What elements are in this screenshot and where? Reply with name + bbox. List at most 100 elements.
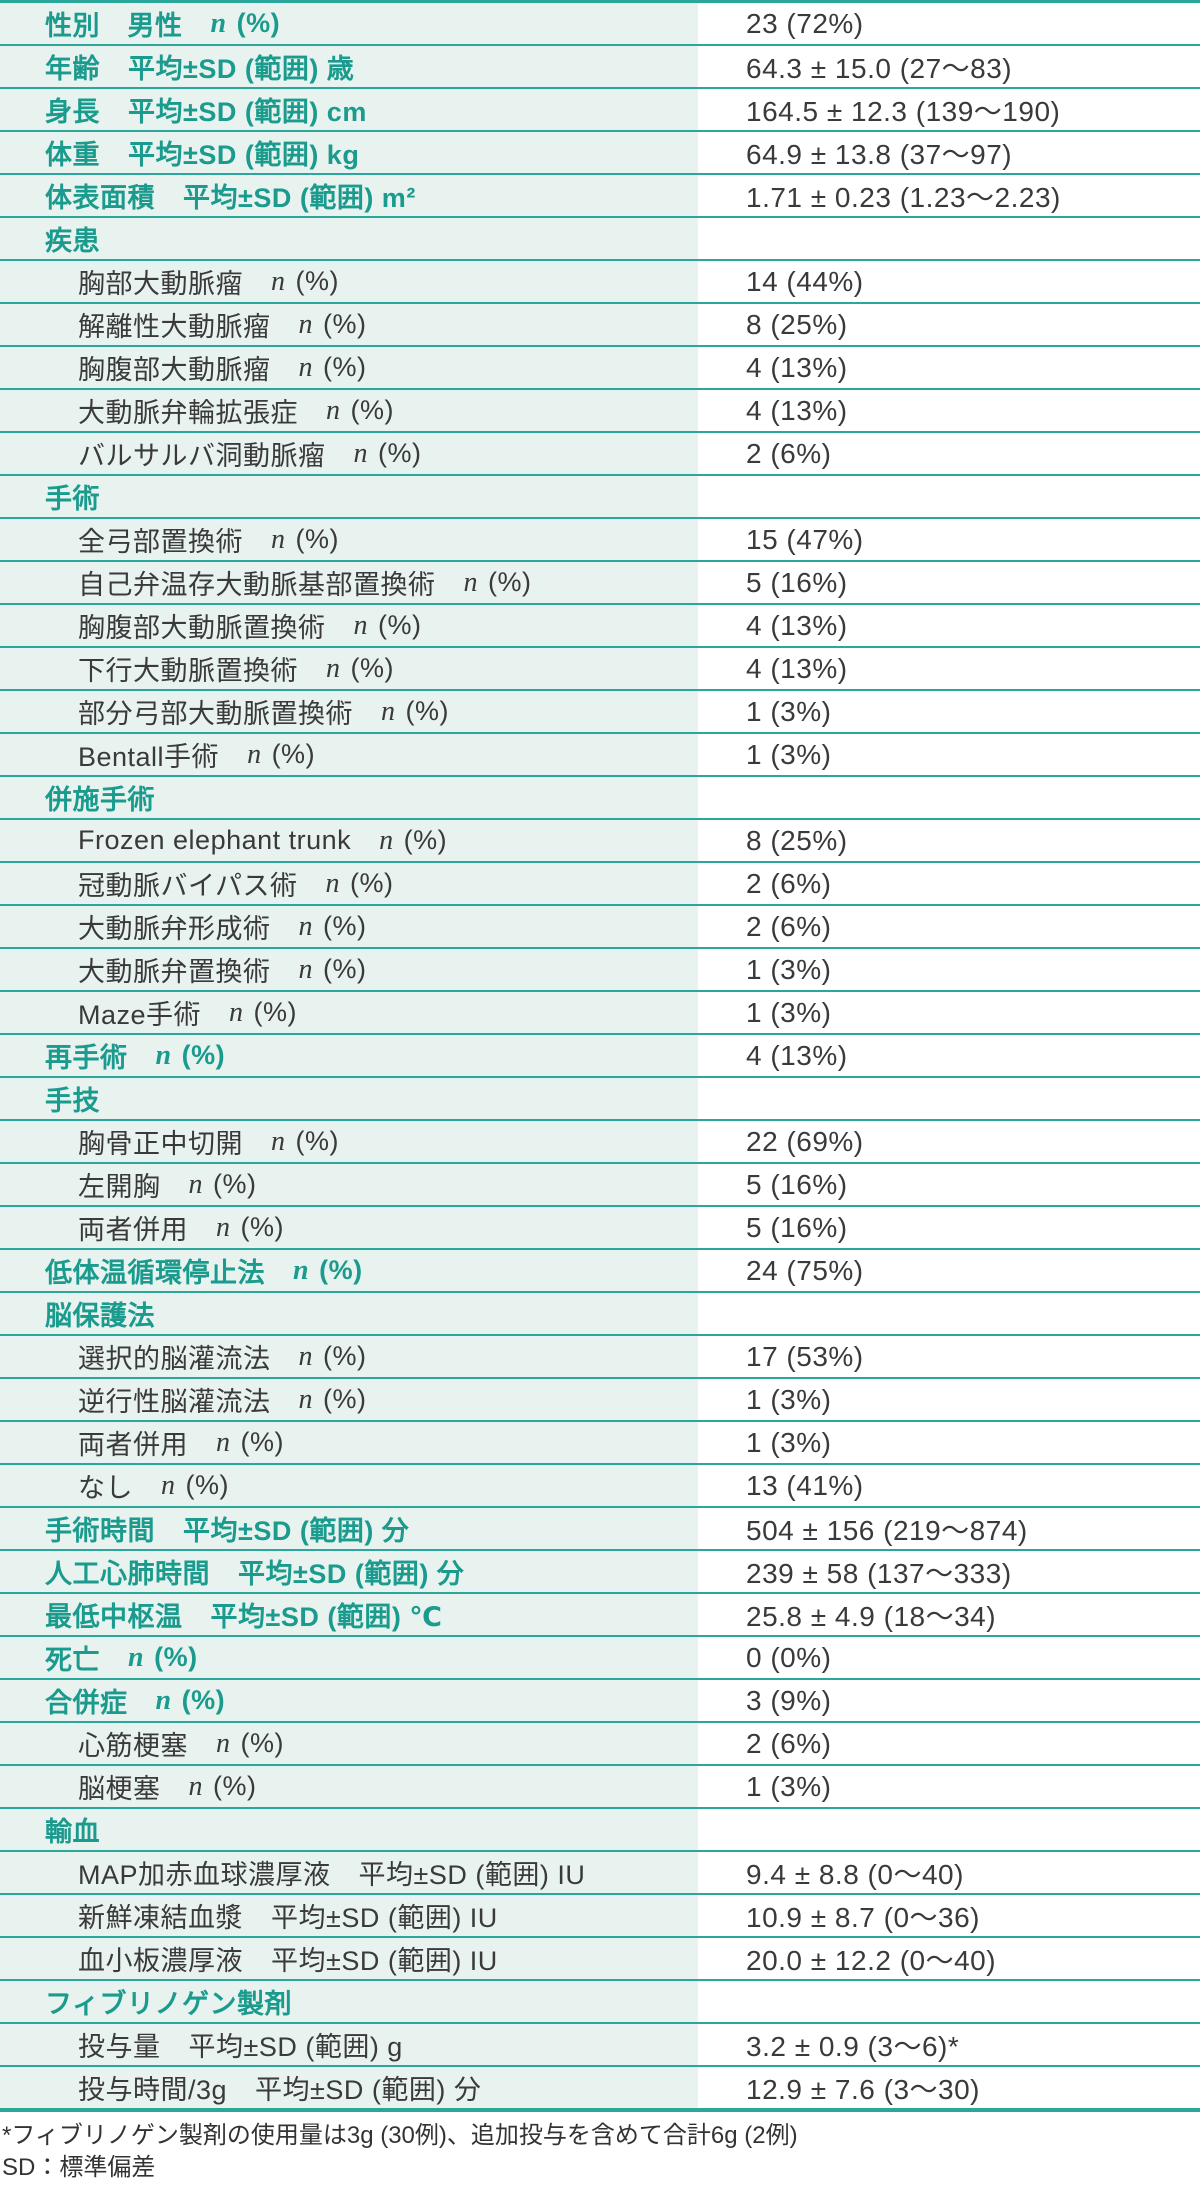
row-measure: n (%) xyxy=(188,1168,257,1200)
row-label-cell: 再手術 n (%) xyxy=(0,1035,698,1076)
row-label-cell: 死亡 n (%) xyxy=(0,1637,698,1678)
table-row: Maze手術 n (%) 1 (3%) xyxy=(0,992,1200,1035)
row-value: 4 (13%) xyxy=(698,648,1200,689)
row-label-cell: 両者併用 n (%) xyxy=(0,1207,698,1248)
row-label-cell: 胸骨正中切開 n (%) xyxy=(0,1121,698,1162)
table-row: 大動脈弁形成術 n (%) 2 (6%) xyxy=(0,906,1200,949)
row-label: 投与時間/3g xyxy=(78,2075,228,2105)
row-label-cell: 年齢 平均±SD (範囲) 歳 xyxy=(0,46,698,87)
table-row: 大動脈弁輪拡張症 n (%) 4 (13%) xyxy=(0,390,1200,433)
row-value xyxy=(698,476,1200,517)
row-label: 大動脈弁輪拡張症 xyxy=(78,398,298,428)
row-label-cell: 解離性大動脈瘤 n (%) xyxy=(0,304,698,345)
row-value: 4 (13%) xyxy=(698,347,1200,388)
row-value xyxy=(698,1078,1200,1119)
row-measure: n (%) xyxy=(271,265,339,297)
row-label: 性別 男性 xyxy=(45,11,183,41)
row-value xyxy=(698,218,1200,259)
row-measure: n (%) xyxy=(381,695,449,727)
row-label: 両者併用 xyxy=(78,1215,188,1245)
row-label-cell: 身長 平均±SD (範囲) cm xyxy=(0,89,698,130)
row-label-cell: 部分弓部大動脈置換術 n (%) xyxy=(0,691,698,732)
table-row: 脳梗塞 n (%) 1 (3%) xyxy=(0,1766,1200,1809)
row-label: 下行大動脈置換術 xyxy=(78,656,298,686)
row-measure: n (%) xyxy=(298,1383,367,1415)
row-measure: n (%) xyxy=(161,1469,229,1501)
row-value: 1 (3%) xyxy=(698,1766,1200,1807)
row-label: 投与量 xyxy=(78,2032,161,2062)
row-label-cell: 低体温循環停止法 n (%) xyxy=(0,1250,698,1291)
table-row: 胸腹部大動脈置換術 n (%) 4 (13%) xyxy=(0,605,1200,648)
row-label: MAP加赤血球濃厚液 xyxy=(78,1860,331,1890)
row-measure: n (%) xyxy=(271,1125,339,1157)
row-measure: n (%) xyxy=(298,351,367,383)
table-row: 逆行性脳灌流法 n (%) 1 (3%) xyxy=(0,1379,1200,1422)
row-measure: 平均±SD (範囲) IU xyxy=(271,1903,498,1933)
patient-characteristics-table: 性別 男性 n (%) 23 (72%) 年齢 平均±SD (範囲) 歳 64.… xyxy=(0,0,1200,2112)
row-value xyxy=(698,1981,1200,2022)
table-row: Frozen elephant trunk n (%) 8 (25%) xyxy=(0,820,1200,863)
row-value: 17 (53%) xyxy=(698,1336,1200,1377)
table-row: 合併症 n (%) 3 (9%) xyxy=(0,1680,1200,1723)
row-measure: n (%) xyxy=(216,1727,284,1759)
row-label-cell: 全弓部置換術 n (%) xyxy=(0,519,698,560)
table-row: 人工心肺時間 平均±SD (範囲) 分 239 ± 58 (137〜333) xyxy=(0,1551,1200,1594)
row-label: 併施手術 xyxy=(45,785,155,815)
table-footnotes: *フィブリノゲン製剤の使用量は3g (30例)、追加投与を含めて合計6g (2例… xyxy=(0,2112,1200,2184)
footnote-sd: SD：標準偏差 xyxy=(2,2154,156,2181)
row-label: 大動脈弁形成術 xyxy=(78,914,271,944)
row-measure: n (%) xyxy=(155,1039,226,1071)
row-label-cell: 脳保護法 xyxy=(0,1293,698,1334)
row-label: 血小板濃厚液 xyxy=(78,1946,243,1976)
row-measure: 平均±SD (範囲) kg xyxy=(128,140,360,170)
row-value: 2 (6%) xyxy=(698,863,1200,904)
table-row: 新鮮凍結血漿 平均±SD (範囲) IU 10.9 ± 8.7 (0〜36) xyxy=(0,1895,1200,1938)
row-value: 23 (72%) xyxy=(698,3,1200,44)
row-label: 胸骨正中切開 xyxy=(78,1129,243,1159)
row-label-cell: 合併症 n (%) xyxy=(0,1680,698,1721)
table-row: 脳保護法 xyxy=(0,1293,1200,1336)
row-label-cell: 併施手術 xyxy=(0,777,698,818)
table-row: 疾患 xyxy=(0,218,1200,261)
table-row: 再手術 n (%) 4 (13%) xyxy=(0,1035,1200,1078)
row-label: 全弓部置換術 xyxy=(78,527,243,557)
row-value xyxy=(698,777,1200,818)
row-value: 22 (69%) xyxy=(698,1121,1200,1162)
table-row: MAP加赤血球濃厚液 平均±SD (範囲) IU 9.4 ± 8.8 (0〜40… xyxy=(0,1852,1200,1895)
table-row: 投与時間/3g 平均±SD (範囲) 分 12.9 ± 7.6 (3〜30) xyxy=(0,2067,1200,2108)
row-label-cell: 大動脈弁輪拡張症 n (%) xyxy=(0,390,698,431)
row-label-cell: Maze手術 n (%) xyxy=(0,992,698,1033)
row-value: 2 (6%) xyxy=(698,1723,1200,1764)
row-measure: n (%) xyxy=(229,996,298,1028)
row-label-cell: 人工心肺時間 平均±SD (範囲) 分 xyxy=(0,1551,698,1592)
row-measure: n (%) xyxy=(155,1684,226,1716)
row-label: 冠動脈バイパス術 xyxy=(78,871,298,901)
row-value: 4 (13%) xyxy=(698,390,1200,431)
row-label-cell: 胸腹部大動脈瘤 n (%) xyxy=(0,347,698,388)
row-label-cell: 手技 xyxy=(0,1078,698,1119)
row-value: 8 (25%) xyxy=(698,820,1200,861)
row-value: 5 (16%) xyxy=(698,562,1200,603)
row-label: 合併症 xyxy=(45,1688,128,1718)
table-row: なし n (%) 13 (41%) xyxy=(0,1465,1200,1508)
row-measure: n (%) xyxy=(216,1426,284,1458)
row-label-cell: 疾患 xyxy=(0,218,698,259)
row-label: 部分弓部大動脈置換術 xyxy=(78,699,353,729)
row-measure: n (%) xyxy=(379,824,448,856)
row-label: 両者併用 xyxy=(78,1430,188,1460)
row-label-cell: Frozen elephant trunk n (%) xyxy=(0,820,698,861)
row-measure: 平均±SD (範囲) 分 xyxy=(183,1516,410,1546)
table-row: 低体温循環停止法 n (%) 24 (75%) xyxy=(0,1250,1200,1293)
row-label-cell: 選択的脳灌流法 n (%) xyxy=(0,1336,698,1377)
row-value: 24 (75%) xyxy=(698,1250,1200,1291)
footnote-asterisk: *フィブリノゲン製剤の使用量は3g (30例)、追加投与を含めて合計6g (2例… xyxy=(2,2122,798,2149)
row-value: 64.9 ± 13.8 (37〜97) xyxy=(698,132,1200,173)
row-label: 死亡 xyxy=(45,1645,100,1675)
table-row: 輸血 xyxy=(0,1809,1200,1852)
row-measure: 平均±SD (範囲) m² xyxy=(183,183,416,213)
row-measure: n (%) xyxy=(326,394,394,426)
table-row: 体表面積 平均±SD (範囲) m² 1.71 ± 0.23 (1.23〜2.2… xyxy=(0,175,1200,218)
row-value: 8 (25%) xyxy=(698,304,1200,345)
table-row: 体重 平均±SD (範囲) kg 64.9 ± 13.8 (37〜97) xyxy=(0,132,1200,175)
